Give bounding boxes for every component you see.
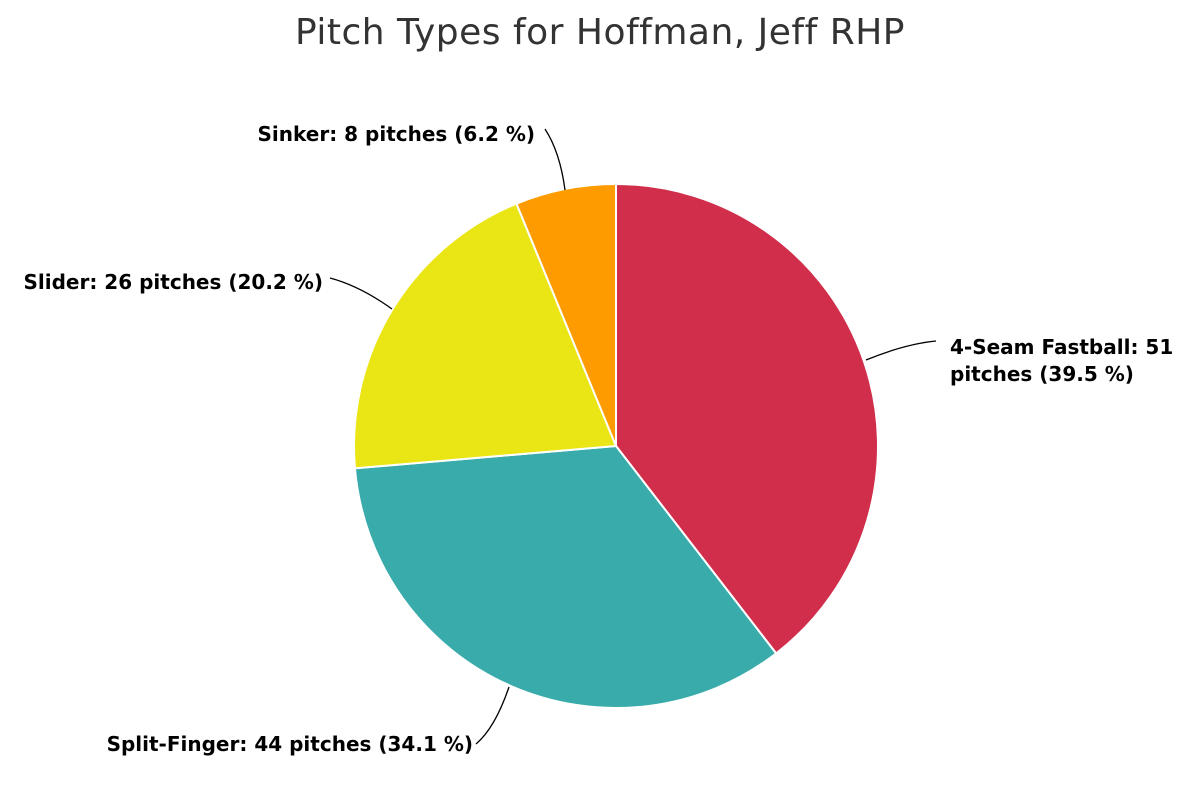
slice-label-line: pitches (39.5 %) [950, 362, 1134, 386]
label-connectors [329, 128, 937, 745]
pie-slice-slider[interactable] [353, 202, 618, 470]
pie-slices [353, 182, 879, 709]
slice-label-line: Slider: 26 pitches (20.2 %) [23, 270, 323, 294]
slice-label-sinker: Sinker: 8 pitches (6.2 %) [258, 122, 536, 146]
connector-sinker [544, 128, 566, 191]
slice-label-line: Sinker: 8 pitches (6.2 %) [258, 122, 536, 146]
connector-slider [329, 277, 393, 310]
connector-split-finger [475, 686, 510, 745]
pie-slice-split-finger[interactable] [353, 444, 778, 709]
slice-label-line: Split-Finger: 44 pitches (34.1 %) [107, 732, 473, 756]
slice-label-4-seam-fastball: 4-Seam Fastball: 51 pitches (39.5 %) [950, 335, 1173, 386]
slice-label-split-finger: Split-Finger: 44 pitches (34.1 %) [107, 732, 473, 756]
chart-title: Pitch Types for Hoffman, Jeff RHP [294, 12, 906, 53]
pie-slice-4-seam-fastball[interactable] [615, 182, 879, 655]
connector-4-seam-fastball [865, 340, 937, 361]
slice-label-line: 4-Seam Fastball: 51 [950, 335, 1173, 359]
slice-labels: 4-Seam Fastball: 51 pitches (39.5 %) Split… [23, 122, 1173, 756]
slice-label-slider: Slider: 26 pitches (20.2 %) [23, 270, 323, 294]
